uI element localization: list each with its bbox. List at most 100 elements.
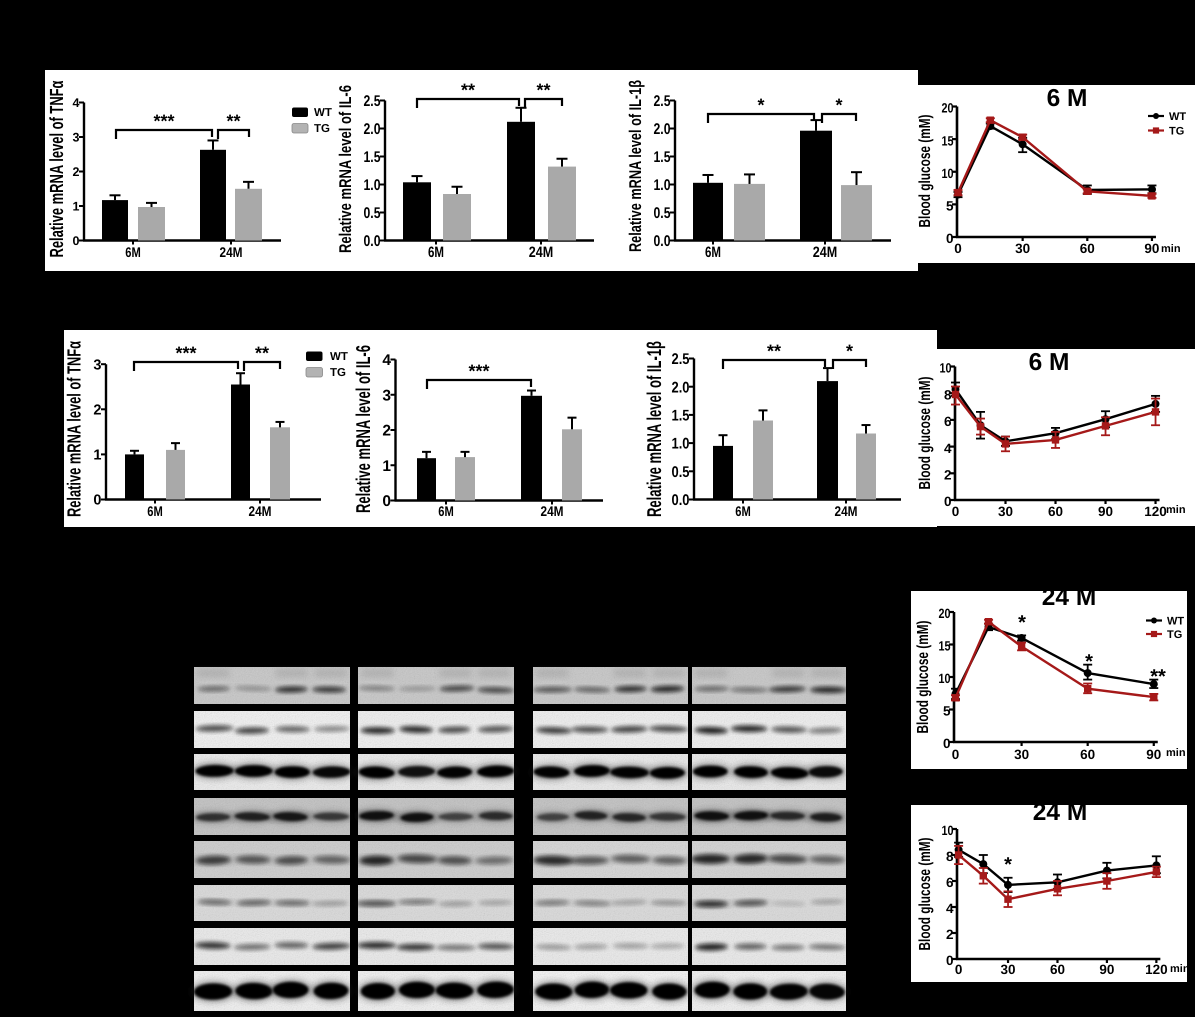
svg-text:10: 10 [940, 361, 952, 376]
svg-text:2: 2 [946, 927, 954, 942]
svg-text:Blood glucose (mM): Blood glucose (mM) [915, 621, 932, 734]
svg-text:24M: 24M [220, 244, 243, 260]
svg-text:min: min [1161, 243, 1181, 255]
svg-text:90: 90 [1099, 962, 1114, 977]
svg-text:Relative mRNA level of IL-6: Relative mRNA level of IL-6 [353, 345, 375, 513]
svg-text:5: 5 [946, 199, 954, 214]
svg-text:WT: WT [1167, 615, 1184, 627]
svg-text:30: 30 [1001, 962, 1016, 977]
svg-text:10: 10 [942, 823, 954, 838]
svg-text:20: 20 [939, 606, 951, 621]
svg-text:2.5: 2.5 [364, 93, 381, 110]
svg-text:3: 3 [93, 357, 101, 373]
svg-text:TG: TG [1169, 125, 1184, 137]
svg-text:6M: 6M [125, 244, 141, 260]
svg-text:24M: 24M [249, 503, 272, 519]
svg-text:24 M: 24 M [1042, 584, 1096, 611]
svg-text:**: ** [1150, 666, 1166, 688]
svg-text:0.0: 0.0 [654, 233, 671, 250]
svg-text:6M: 6M [428, 244, 444, 261]
svg-text:0: 0 [952, 747, 960, 762]
svg-text:TG: TG [330, 367, 346, 379]
svg-text:90: 90 [1146, 747, 1161, 762]
svg-text:WT: WT [314, 107, 332, 119]
svg-text:0: 0 [955, 962, 963, 977]
svg-text:6M: 6M [705, 244, 721, 261]
svg-text:Blood glucose (mM): Blood glucose (mM) [917, 377, 934, 490]
svg-text:6: 6 [946, 875, 954, 890]
svg-text:24M: 24M [813, 244, 838, 261]
svg-text:0: 0 [73, 234, 80, 248]
svg-text:0: 0 [952, 504, 960, 519]
svg-text:30: 30 [1015, 241, 1030, 256]
svg-text:Relative mRNA level of IL-1β: Relative mRNA level of IL-1β [644, 341, 666, 517]
svg-text:*: * [757, 95, 764, 115]
svg-text:6M: 6M [735, 503, 751, 519]
svg-text:60: 60 [1080, 747, 1095, 762]
svg-text:1.0: 1.0 [364, 177, 381, 194]
svg-text:2: 2 [944, 468, 952, 483]
svg-text:10: 10 [942, 166, 954, 181]
svg-text:2.0: 2.0 [672, 379, 690, 396]
svg-text:Blood glucose (mM): Blood glucose (mM) [917, 838, 934, 951]
svg-text:2: 2 [382, 423, 391, 440]
svg-text:Relative mRNA level of IL-6: Relative mRNA level of IL-6 [336, 85, 355, 253]
svg-text:***: *** [175, 343, 196, 363]
svg-text:*: * [835, 95, 842, 115]
svg-text:0.5: 0.5 [364, 205, 381, 222]
svg-text:3: 3 [382, 387, 391, 404]
svg-text:90: 90 [1144, 241, 1159, 256]
svg-text:2.0: 2.0 [654, 121, 671, 138]
svg-text:TG: TG [314, 123, 330, 135]
svg-text:0: 0 [93, 493, 101, 509]
svg-text:**: ** [767, 341, 781, 361]
svg-text:120: 120 [1145, 962, 1168, 977]
svg-text:0: 0 [946, 953, 954, 968]
svg-text:2.0: 2.0 [364, 121, 381, 138]
svg-text:120: 120 [1144, 504, 1167, 519]
svg-text:0: 0 [943, 736, 951, 751]
svg-text:6: 6 [944, 414, 952, 429]
svg-text:0: 0 [954, 241, 962, 256]
svg-text:WT: WT [1169, 111, 1186, 123]
svg-text:1: 1 [382, 458, 391, 475]
svg-text:1: 1 [73, 200, 80, 214]
svg-text:6 M: 6 M [1029, 349, 1070, 376]
svg-text:*: * [1085, 651, 1093, 673]
svg-text:Relative mRNA level of TNFα: Relative mRNA level of TNFα [47, 80, 68, 257]
svg-text:2: 2 [73, 165, 80, 179]
svg-text:Blood glucose (mM): Blood glucose (mM) [917, 115, 934, 228]
svg-text:0: 0 [946, 231, 954, 246]
svg-text:*: * [846, 341, 853, 361]
svg-text:6 M: 6 M [1047, 85, 1088, 112]
svg-text:TG: TG [1167, 629, 1182, 641]
svg-text:4: 4 [382, 352, 391, 369]
svg-text:60: 60 [1048, 504, 1063, 519]
svg-text:0.5: 0.5 [654, 205, 671, 222]
svg-text:1.0: 1.0 [672, 436, 690, 453]
svg-text:15: 15 [942, 133, 954, 148]
svg-text:0.5: 0.5 [672, 464, 690, 481]
svg-text:20: 20 [942, 101, 954, 116]
svg-text:2: 2 [93, 403, 101, 419]
svg-text:1.5: 1.5 [672, 407, 690, 424]
svg-text:WT: WT [330, 351, 348, 363]
svg-text:24M: 24M [529, 244, 554, 261]
svg-text:10: 10 [939, 671, 951, 686]
svg-text:1.5: 1.5 [654, 149, 671, 166]
svg-text:3: 3 [73, 131, 80, 145]
svg-text:30: 30 [998, 504, 1013, 519]
svg-text:90: 90 [1098, 504, 1113, 519]
svg-text:1.5: 1.5 [364, 149, 381, 166]
svg-text:60: 60 [1050, 962, 1065, 977]
svg-text:***: *** [153, 111, 174, 131]
svg-text:min: min [1166, 504, 1186, 516]
svg-text:**: ** [461, 80, 475, 100]
svg-text:2.5: 2.5 [654, 93, 671, 110]
svg-text:15: 15 [939, 639, 951, 654]
svg-text:0.0: 0.0 [672, 492, 690, 509]
svg-text:1: 1 [93, 448, 101, 464]
svg-text:*: * [1004, 854, 1012, 876]
svg-text:min: min [1170, 963, 1190, 975]
svg-text:24M: 24M [541, 503, 564, 519]
